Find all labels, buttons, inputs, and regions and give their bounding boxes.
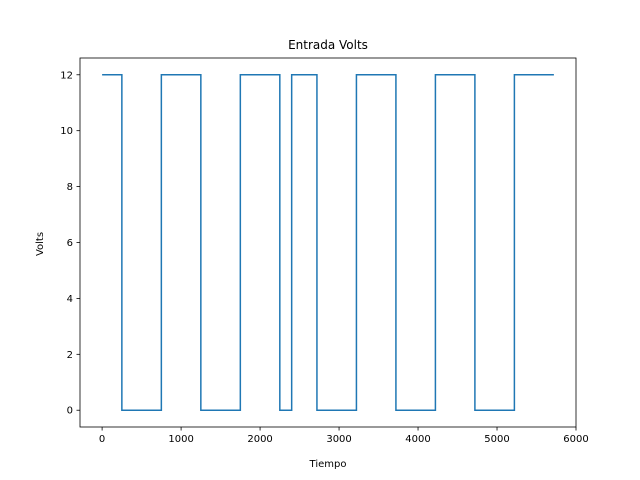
y-axis: 0 2 4 6 8 10 12 <box>60 70 80 417</box>
y-tick-label: 2 <box>67 350 73 361</box>
y-tick-label: 12 <box>60 70 73 81</box>
x-tick-label: 0 <box>99 434 105 445</box>
x-tick-label: 4000 <box>405 434 430 445</box>
x-tick-label: 3000 <box>326 434 351 445</box>
y-tick-label: 6 <box>67 238 73 249</box>
x-tick-label: 1000 <box>168 434 193 445</box>
x-tick-label: 5000 <box>484 434 509 445</box>
y-tick-label: 4 <box>67 294 73 305</box>
plot-frame <box>79 57 577 428</box>
x-tick-label: 2000 <box>247 434 272 445</box>
y-axis-label: Volts <box>35 232 46 256</box>
x-axis: 0 1000 2000 3000 4000 5000 6000 <box>99 427 589 445</box>
y-tick-label: 10 <box>60 126 73 137</box>
x-tick-label: 6000 <box>563 434 588 445</box>
x-axis-label: Tiempo <box>309 459 347 470</box>
plot-area <box>79 57 577 428</box>
y-tick-label: 8 <box>67 182 73 193</box>
y-tick-label: 0 <box>67 406 73 417</box>
series-line-0 <box>102 74 554 411</box>
chart-title: Entrada Volts <box>288 38 368 52</box>
